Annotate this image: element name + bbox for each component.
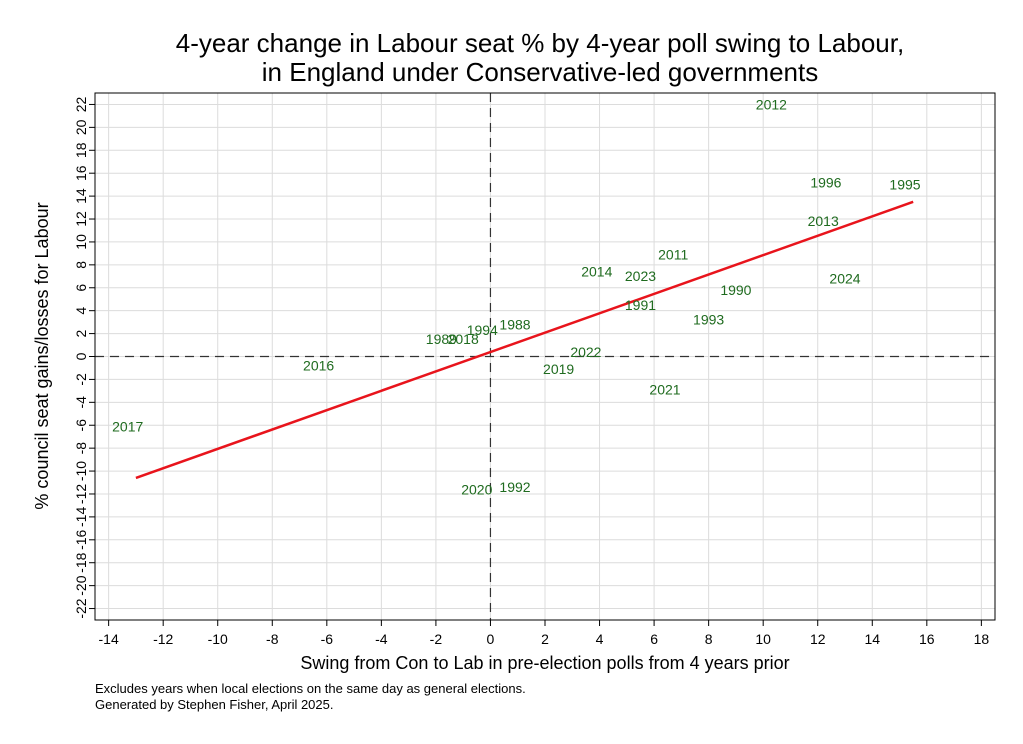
x-tick-label: 12 <box>810 631 826 647</box>
y-tick-label: -12 <box>73 484 89 504</box>
y-tick-label: 14 <box>73 188 89 204</box>
x-tick-label: -4 <box>375 631 388 647</box>
point-label-1990: 1990 <box>720 282 751 298</box>
fit-line <box>135 200 914 480</box>
footnote-credit: Generated by Stephen Fisher, April 2025. <box>95 697 334 712</box>
y-tick-label: -14 <box>73 507 89 527</box>
y-tick-label: -20 <box>73 575 89 595</box>
fit-line-group <box>135 200 914 480</box>
x-tick-label: 8 <box>705 631 713 647</box>
x-tick-label: 16 <box>919 631 935 647</box>
y-tick-label: 2 <box>73 329 89 337</box>
point-label-2011: 2011 <box>658 246 688 262</box>
point-label-1995: 1995 <box>889 177 920 193</box>
y-tick-label: -8 <box>73 442 89 455</box>
y-tick-label: -10 <box>73 461 89 481</box>
y-tick-label: -4 <box>73 396 89 409</box>
x-tick-label: -12 <box>153 631 173 647</box>
point-label-1988: 1988 <box>499 316 530 332</box>
point-label-2014: 2014 <box>581 264 612 280</box>
point-label-2019: 2019 <box>543 361 574 377</box>
point-label-2022: 2022 <box>570 344 601 360</box>
x-tick-label: -6 <box>321 631 334 647</box>
footnote-exclusions: Excludes years when local elections on t… <box>95 681 526 696</box>
x-tick-label: 4 <box>596 631 604 647</box>
point-label-2018: 2018 <box>448 331 479 347</box>
y-tick-label: 4 <box>73 307 89 315</box>
point-label-1991: 1991 <box>625 297 656 313</box>
x-axis-ticks: -14 -12 -10 -8 -6 -4 -2 0 2 4 6 8 10 12 14 16 18 <box>99 620 990 647</box>
y-tick-label: 0 <box>73 352 89 360</box>
x-tick-label: 0 <box>487 631 495 647</box>
point-label-2023: 2023 <box>625 268 656 284</box>
x-tick-label: 2 <box>541 631 549 647</box>
point-label-2016: 2016 <box>303 358 334 374</box>
point-label-1994: 1994 <box>467 322 498 338</box>
chart-title-line-2: in England under Conservative-led govern… <box>262 57 818 87</box>
x-tick-label: -14 <box>99 631 119 647</box>
point-label-2013: 2013 <box>808 213 839 229</box>
point-label-1989: 1989 <box>426 331 457 347</box>
y-tick-label: -6 <box>73 419 89 432</box>
y-tick-label: -22 <box>73 598 89 618</box>
y-tick-label: 16 <box>73 165 89 181</box>
point-label-2024: 2024 <box>829 270 860 286</box>
y-tick-label: 18 <box>73 142 89 158</box>
x-tick-label: 10 <box>755 631 771 647</box>
point-label-2021: 2021 <box>649 382 680 398</box>
point-label-2020: 2020 <box>461 481 492 497</box>
y-tick-label: -16 <box>73 529 89 549</box>
point-label-2017: 2017 <box>112 418 143 434</box>
x-tick-label: 6 <box>650 631 658 647</box>
y-tick-label: 8 <box>73 261 89 269</box>
y-tick-label: 22 <box>73 96 89 112</box>
y-axis-ticks: -22-20-18-16-14-12-10-8-6-4-202468101214… <box>73 96 95 619</box>
reference-lines <box>95 93 995 620</box>
point-label-2012: 2012 <box>756 96 787 112</box>
y-tick-label: 20 <box>73 119 89 135</box>
y-tick-label: 12 <box>73 211 89 227</box>
y-tick-label: 10 <box>73 234 89 250</box>
x-tick-label: 18 <box>974 631 990 647</box>
x-tick-label: -8 <box>266 631 279 647</box>
y-tick-label: -18 <box>73 552 89 572</box>
point-label-1992: 1992 <box>499 479 530 495</box>
chart-title-line-1: 4-year change in Labour seat % by 4-year… <box>176 28 904 58</box>
y-axis-label: % council seat gains/losses for Labour <box>32 202 52 509</box>
point-labels: 2012 1996 1995 2013 2011 2014 2023 2024 1990 1991… <box>112 96 921 497</box>
x-tick-label: -10 <box>208 631 228 647</box>
y-tick-label: -2 <box>73 373 89 386</box>
x-tick-label: -2 <box>430 631 443 647</box>
y-tick-label: 6 <box>73 284 89 292</box>
point-label-1996: 1996 <box>810 174 841 190</box>
x-tick-label: 14 <box>864 631 880 647</box>
point-label-1993: 1993 <box>693 312 724 328</box>
x-axis-label: Swing from Con to Lab in pre-election po… <box>300 653 789 673</box>
